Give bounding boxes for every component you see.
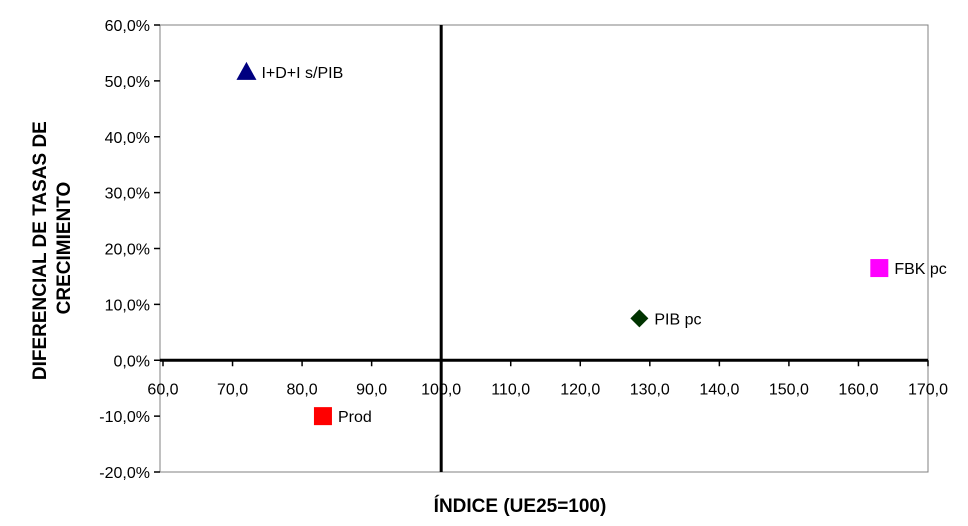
y-axis-title: DIFERENCIAL DE TASAS DE CRECIMIENTO	[30, 116, 75, 380]
y-tick-label: -10,0%	[99, 409, 150, 426]
y-tick-label: 50,0%	[105, 74, 150, 91]
x-tick-label: 100,0	[421, 381, 461, 398]
y-tick-label: -20,0%	[99, 465, 150, 482]
y-axis-title-line-2: CRECIMIENTO	[54, 182, 75, 315]
data-point-marker	[236, 61, 257, 80]
x-tick-label: 110,0	[491, 381, 530, 398]
x-tick-label: 150,0	[769, 381, 809, 398]
data-point-label: PIB pc	[654, 311, 701, 328]
x-tick-label: 90,0	[356, 381, 387, 398]
x-tick-label: 160,0	[838, 381, 878, 398]
data-point-marker	[630, 309, 649, 328]
y-tick-label: 0,0%	[114, 353, 150, 370]
y-tick-label: 10,0%	[105, 297, 150, 314]
y-tick-label: 40,0%	[105, 130, 150, 147]
x-tick-label: 130,0	[630, 381, 670, 398]
x-tick-label: 120,0	[560, 381, 600, 398]
x-tick-label: 60,0	[147, 381, 178, 398]
x-tick-label: 140,0	[699, 381, 739, 398]
y-axis-title-line-1: DIFERENCIAL DE TASAS DE	[30, 121, 51, 380]
x-axis-ticks: 60,0 70,0 80,0 90,0 100,0 110,0 120,0 130,0 140,…	[147, 360, 948, 398]
x-tick-label: 80,0	[287, 381, 318, 398]
y-axis-ticks: -20,0% -10,0% 0,0% 10,0% 20,0% 30,0% 40,0% 50,0…	[99, 18, 160, 482]
data-points: I+D+I s/PIB PIB pc FBK pc Prod	[236, 61, 947, 426]
y-tick-label: 20,0%	[105, 242, 150, 259]
data-point-marker	[313, 407, 332, 426]
y-tick-label: 60,0%	[105, 18, 150, 35]
data-point-marker	[870, 259, 889, 278]
data-point-label: I+D+I s/PIB	[261, 65, 343, 82]
x-tick-label: 170,0	[908, 381, 948, 398]
x-axis-title: ÍNDICE (UE25=100)	[434, 495, 607, 517]
y-tick-label: 30,0%	[105, 186, 150, 203]
data-point-label: Prod	[338, 409, 372, 426]
data-point-label: FBK pc	[894, 261, 946, 278]
plot-area	[159, 24, 929, 473]
x-tick-label: 70,0	[217, 381, 248, 398]
